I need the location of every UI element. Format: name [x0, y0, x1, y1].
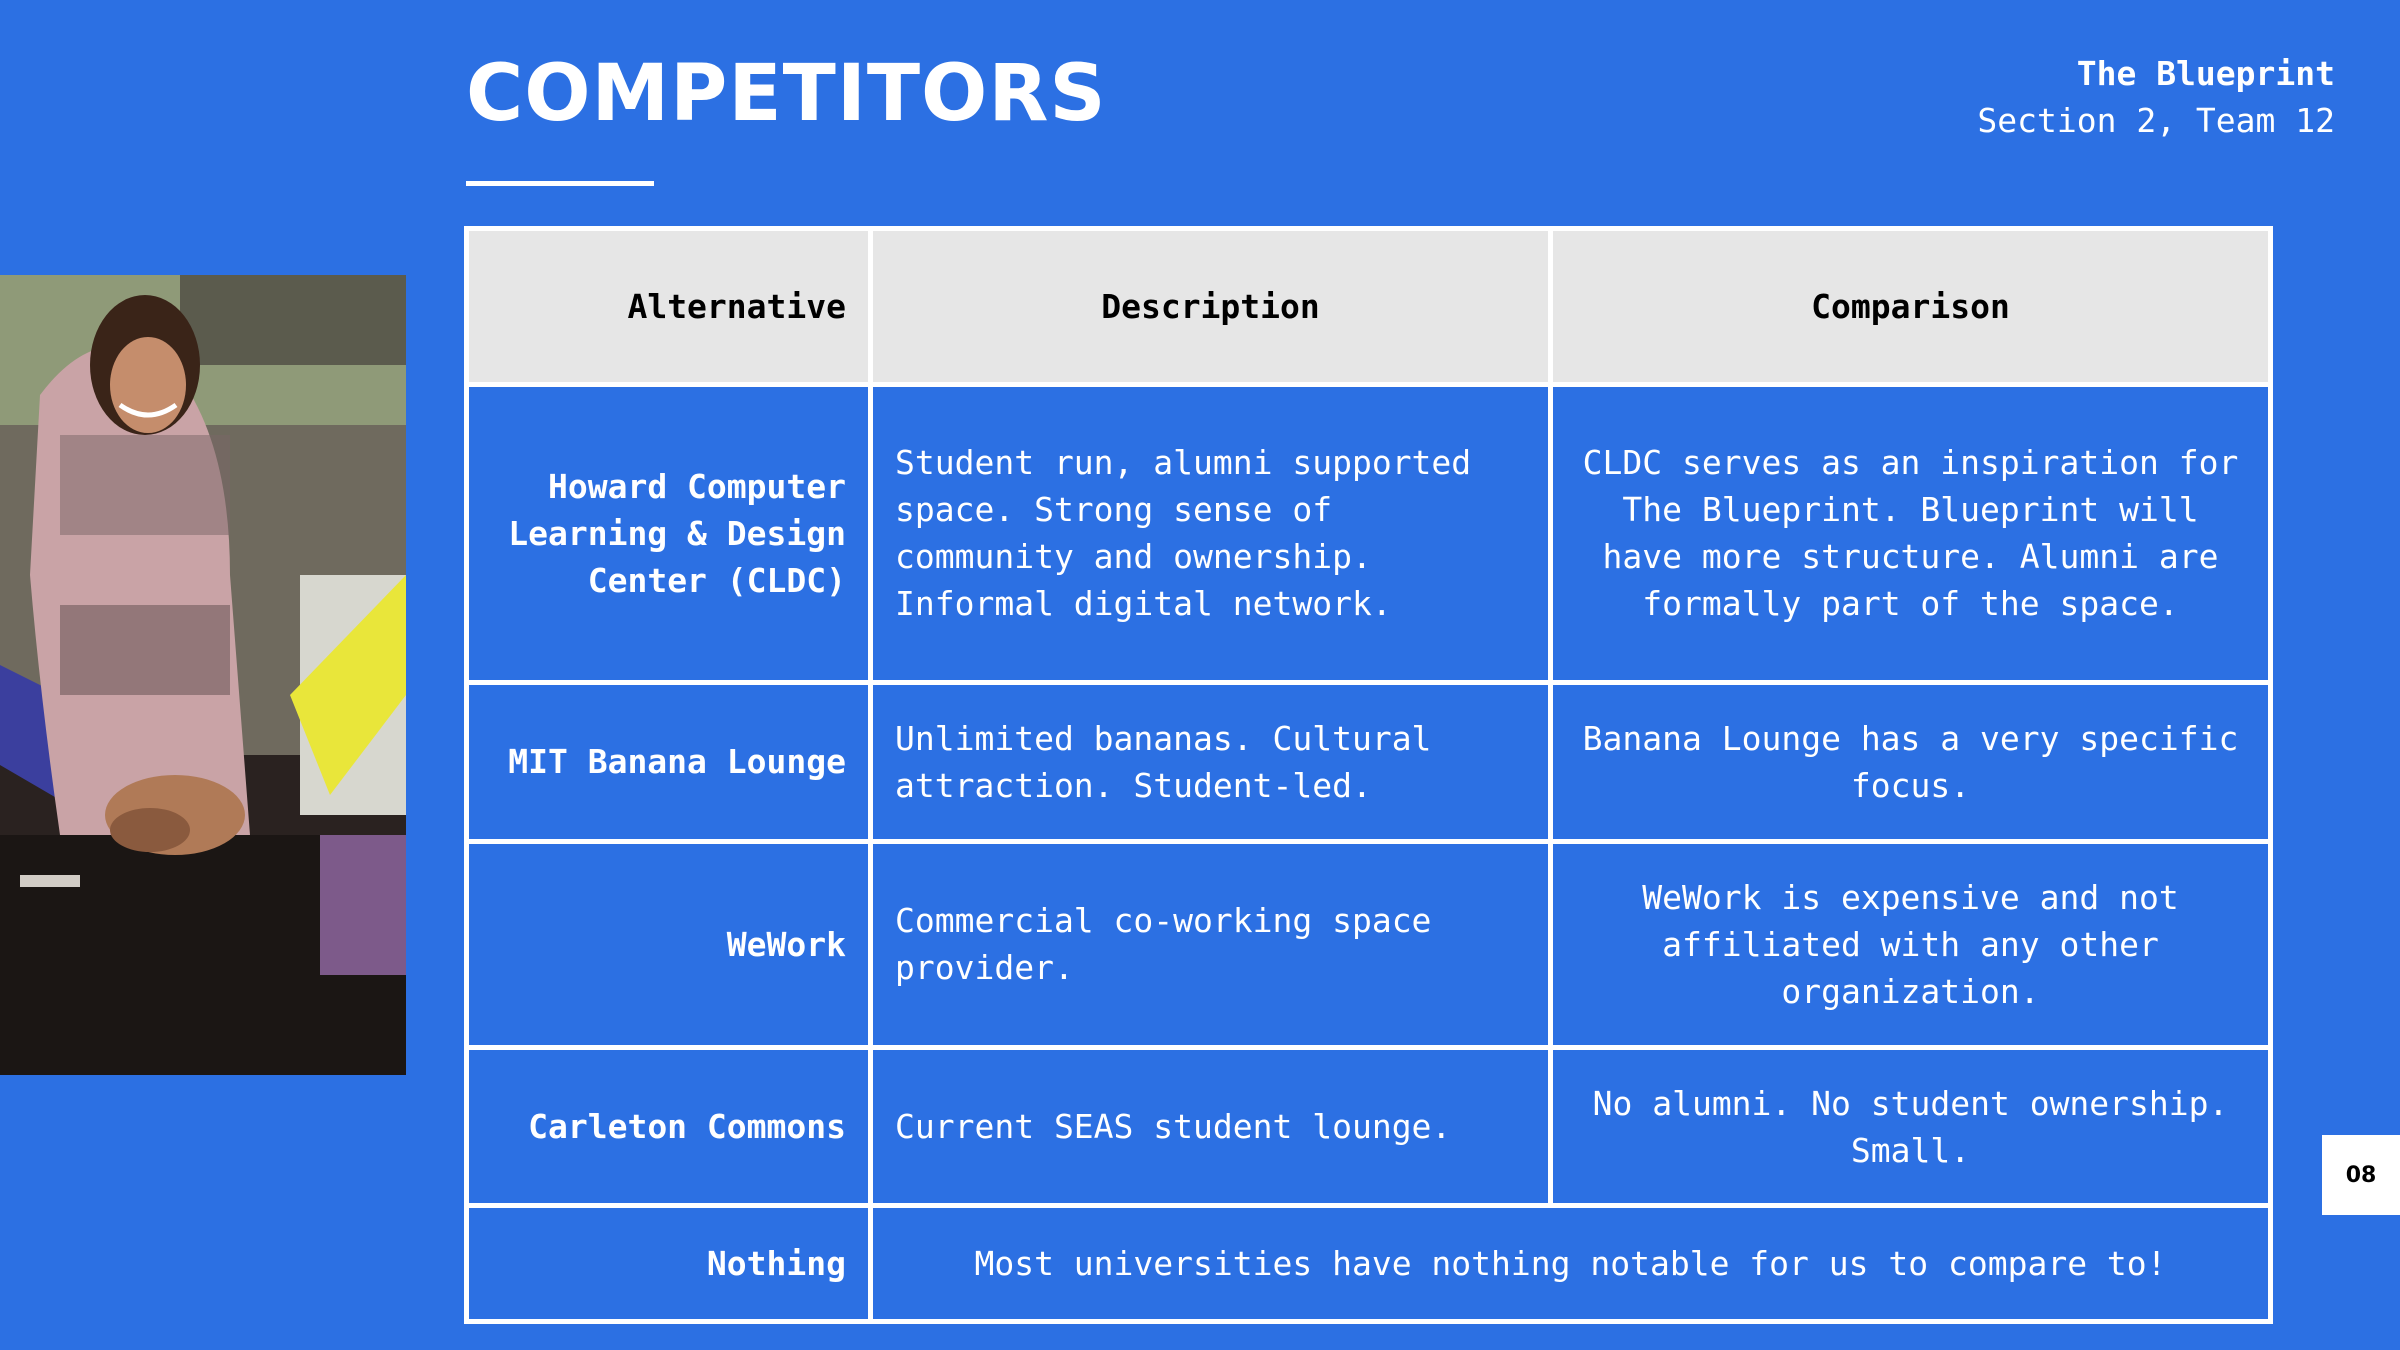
competitors-table: Alternative Description Comparison Howar… [464, 226, 2273, 1324]
table-row: MIT Banana Lounge Unlimited bananas. Cul… [464, 680, 2273, 844]
alternative-cell: Carleton Commons [464, 1044, 873, 1209]
title-underline [466, 181, 654, 186]
column-header-alternative: Alternative [464, 226, 873, 387]
description-cell: Unlimited bananas. Cultural attraction. … [868, 680, 1553, 844]
slide-header-info: The Blueprint Section 2, Team 12 [1977, 50, 2335, 144]
description-cell: Commercial co-working space provider. [868, 838, 1553, 1050]
table-row: Carleton Commons Current SEAS student lo… [464, 1044, 2273, 1209]
description-cell: Current SEAS student lounge. [868, 1044, 1553, 1209]
comparison-cell: WeWork is expensive and not affiliated w… [1548, 838, 2273, 1050]
merged-comparison-cell: Most universities have nothing notable f… [868, 1203, 2273, 1324]
table-row: Howard Computer Learning & Design Center… [464, 381, 2273, 686]
comparison-cell: CLDC serves as an inspiration for The Bl… [1548, 381, 2273, 686]
comparison-cell: Banana Lounge has a very specific focus. [1548, 680, 2273, 844]
description-cell: Student run, alumni supported space. Str… [868, 381, 1553, 686]
column-header-comparison: Comparison [1548, 226, 2273, 387]
alternative-cell: WeWork [464, 838, 873, 1050]
column-header-description: Description [868, 226, 1553, 387]
table-row-nothing: Nothing Most universities have nothing n… [464, 1203, 2273, 1324]
table-header-row: Alternative Description Comparison [464, 226, 2273, 387]
alternative-cell: MIT Banana Lounge [464, 680, 873, 844]
table-row: WeWork Commercial co-working space provi… [464, 838, 2273, 1050]
students-hands-photo [0, 275, 406, 1075]
team-label: Section 2, Team 12 [1977, 101, 2335, 140]
comparison-cell: No alumni. No student ownership. Small. [1548, 1044, 2273, 1209]
page-number: 08 [2322, 1135, 2400, 1215]
brand-name: The Blueprint [2076, 54, 2335, 93]
slide-title: COMPETITORS [466, 49, 1107, 139]
alternative-cell: Nothing [464, 1203, 873, 1324]
alternative-cell: Howard Computer Learning & Design Center… [464, 381, 873, 686]
